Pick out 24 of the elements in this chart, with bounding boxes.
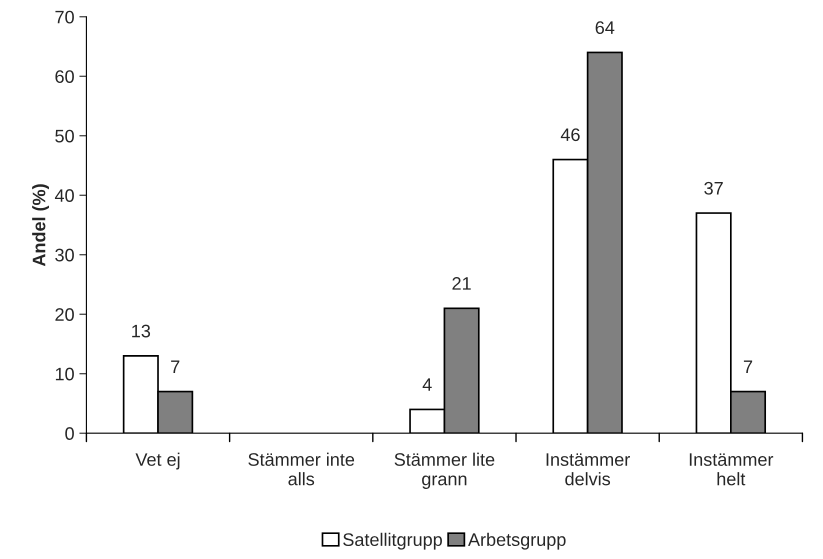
legend-label: Arbetsgrupp [468, 532, 566, 550]
data-label: 46 [560, 128, 580, 142]
y-tick-label: 50 [55, 130, 74, 142]
y-tick-label: 40 [54, 189, 74, 202]
x-tick-label: Vet ej [136, 452, 180, 470]
x-tick-label: Instämmer helt [690, 453, 774, 486]
y-tick-label: 0 [65, 427, 74, 440]
data-label: 64 [596, 21, 614, 34]
y-tick-label: 70 [55, 10, 74, 24]
legend-label: Satellitgrupp [343, 532, 442, 550]
data-label: 7 [744, 360, 752, 373]
data-label: 4 [422, 378, 432, 391]
data-label: 37 [704, 182, 723, 195]
y-axis-title: Andel (%) [32, 184, 49, 266]
y-tick-label: 30 [55, 248, 74, 262]
y-tick-label: 10 [56, 368, 74, 380]
data-label: 21 [452, 277, 471, 290]
x-tick-label: Stämmer inte alls [248, 452, 354, 486]
x-tick-label: Stämmer lite grann [394, 452, 494, 489]
data-label: 13 [132, 324, 150, 338]
y-tick-label: 60 [55, 70, 74, 83]
y-tick-label: 20 [55, 308, 74, 321]
data-label: 7 [171, 360, 180, 373]
x-tick-label: Instämmer delvis [546, 453, 630, 486]
